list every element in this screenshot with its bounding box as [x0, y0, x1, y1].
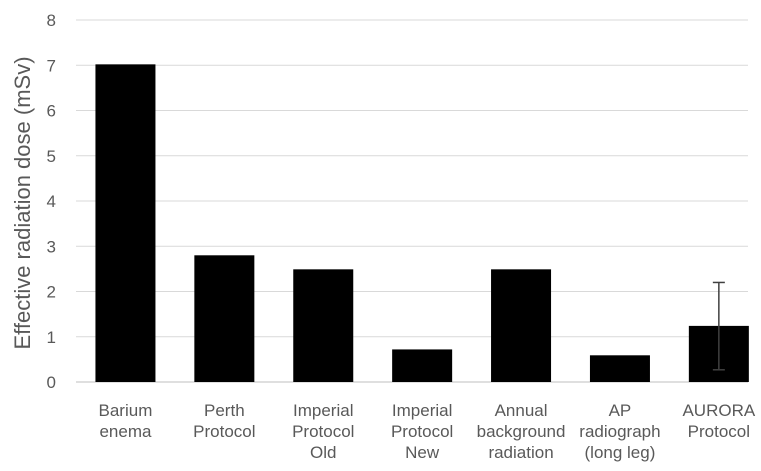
- x-tick-label-0: Barium enema: [99, 401, 153, 441]
- bar-4: [491, 269, 552, 382]
- y-tick-label-5: 5: [47, 147, 56, 166]
- y-tick-label-8: 8: [47, 11, 56, 30]
- y-axis-label: Effective radiation dose (mSv): [10, 56, 35, 349]
- gridlines: [76, 19, 748, 383]
- y-tick-label-3: 3: [47, 237, 56, 256]
- bar-2: [293, 269, 354, 382]
- error-bars: [712, 281, 725, 371]
- x-tick-label-1: Perth Protocol: [193, 401, 255, 441]
- bar-5: [589, 355, 650, 382]
- y-tick-label-6: 6: [47, 102, 56, 121]
- y-tick-label-4: 4: [47, 192, 56, 211]
- bar-1: [194, 255, 255, 382]
- y-tick-label-1: 1: [47, 328, 56, 347]
- x-tick-label-6: AURORA Protocol: [682, 401, 755, 441]
- y-tick-label-0: 0: [47, 373, 56, 392]
- x-tick-label-4: Annual background radiation: [477, 401, 566, 462]
- error-bar-6: [712, 281, 725, 371]
- y-tick-label-7: 7: [47, 56, 56, 75]
- x-tick-labels: Barium enema Perth Protocol Imperial Protocol…: [99, 401, 756, 462]
- x-tick-label-5: AP radiograph (long leg): [579, 401, 660, 462]
- y-tick-labels: 0 1 2 3 4 5 6 7 8: [47, 11, 56, 392]
- bar-0: [95, 64, 156, 382]
- bar-3: [392, 349, 453, 382]
- y-tick-label-2: 2: [47, 283, 56, 302]
- x-tick-label-2: Imperial Protocol Old: [292, 401, 354, 462]
- bars: [95, 64, 749, 382]
- x-tick-label-3: Imperial Protocol New: [391, 401, 453, 462]
